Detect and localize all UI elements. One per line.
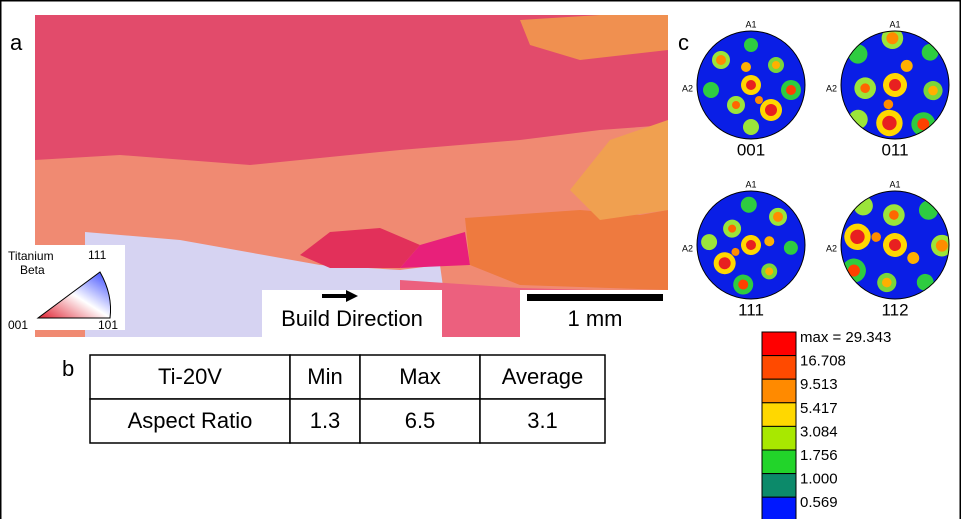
table-text: Aspect Ratio: [128, 408, 253, 433]
pole-figure: A1 A2 011: [812, 4, 961, 169]
panel-label: c: [678, 30, 689, 55]
axis-label: A1: [889, 179, 900, 189]
axis-label: A2: [826, 83, 837, 93]
colorbar-label: 9.513: [800, 376, 838, 393]
pole-figure: A1 A2 001: [682, 19, 805, 159]
table-text: Average: [502, 364, 584, 389]
table-text: 3.1: [527, 408, 558, 433]
colorbar-swatch: [762, 379, 796, 403]
ebsd-map: [35, 15, 668, 337]
scale-bar-label: 1 mm: [568, 306, 623, 331]
legend-title: Titanium: [8, 249, 54, 263]
pole-figure: A1 A2 111: [682, 179, 805, 319]
table-text: Min: [307, 364, 342, 389]
table: Ti-20V Min Max Average Aspect Ratio 1.3 6.5 3.1: [90, 355, 605, 443]
colorbar-label: 16.708: [800, 353, 846, 370]
scale-bar: [527, 294, 663, 301]
colorbar-label: max = 29.343: [800, 329, 891, 346]
axis-label: A1: [745, 19, 756, 29]
colorbar-label: 0.569: [800, 494, 838, 511]
table-text: Max: [399, 364, 441, 389]
legend-corner: 001: [8, 318, 28, 332]
pole-label: 011: [881, 140, 908, 159]
colorbar-swatch: [762, 332, 796, 356]
pole-figures: A1 A2 001 A1 A2 011 A1 A2 111 A1 A2 112: [682, 4, 961, 326]
colorbar-swatch: [762, 426, 796, 450]
pole-label: 001: [737, 140, 765, 159]
axis-label: A2: [682, 83, 693, 93]
panel-label: a: [10, 30, 23, 55]
table-text: 1.3: [310, 408, 341, 433]
colorbar-swatch: [762, 356, 796, 380]
colorbar-label: 3.084: [800, 423, 838, 440]
axis-label: A2: [682, 243, 693, 253]
panel-label: b: [62, 356, 74, 381]
colorbar-swatch: [762, 497, 796, 519]
figure: a Titanium Beta 111 001 101 Build Direct…: [0, 0, 961, 519]
colorbar-label: 1.756: [800, 447, 838, 464]
legend-corner: 111: [88, 248, 107, 262]
axis-label: A1: [745, 179, 756, 189]
colorbar-label: 1.000: [800, 471, 838, 488]
axis-label: A2: [826, 243, 837, 253]
colorbar-swatch: [762, 450, 796, 474]
pole-figure: A1 A2 112: [811, 162, 961, 326]
colorbar: max = 29.343 16.708 9.513 5.417 3.084 1.756 1.…: [762, 329, 891, 519]
axis-label: A1: [889, 19, 900, 29]
build-direction: Build Direction: [281, 306, 423, 331]
table-text: 6.5: [405, 408, 436, 433]
table-text: Ti-20V: [158, 364, 222, 389]
pole-label: 111: [738, 300, 764, 319]
colorbar-swatch: [762, 474, 796, 498]
colorbar-label: 5.417: [800, 400, 838, 417]
legend-corner: 101: [98, 318, 118, 332]
colorbar-swatch: [762, 403, 796, 427]
pole-label: 112: [881, 300, 908, 319]
legend-title: Beta: [20, 263, 45, 277]
